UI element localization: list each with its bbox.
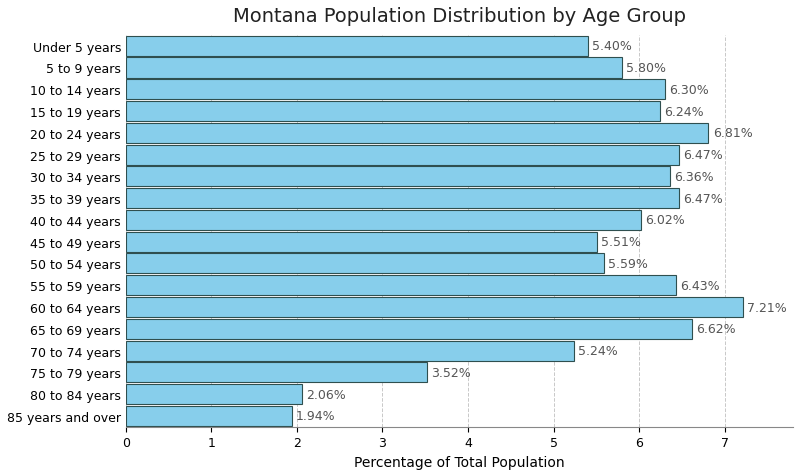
- Bar: [126, 298, 742, 317]
- Bar: [126, 319, 692, 339]
- Bar: [126, 80, 665, 100]
- Text: 7.21%: 7.21%: [747, 301, 786, 314]
- Bar: [126, 167, 670, 187]
- Bar: [126, 59, 622, 79]
- Text: 6.24%: 6.24%: [664, 105, 703, 119]
- Text: 5.24%: 5.24%: [578, 344, 618, 357]
- Text: 5.59%: 5.59%: [608, 258, 648, 270]
- Bar: [126, 37, 588, 57]
- Text: 5.40%: 5.40%: [592, 40, 632, 53]
- Bar: [126, 406, 292, 426]
- Text: 6.81%: 6.81%: [713, 127, 752, 140]
- Bar: [126, 363, 427, 383]
- Bar: [126, 188, 679, 208]
- Text: 3.52%: 3.52%: [431, 366, 471, 379]
- Bar: [126, 102, 660, 122]
- Text: 1.94%: 1.94%: [296, 409, 336, 423]
- Bar: [126, 254, 604, 274]
- Text: 5.51%: 5.51%: [602, 236, 642, 248]
- Bar: [126, 341, 574, 361]
- Bar: [126, 384, 302, 404]
- Bar: [126, 145, 679, 165]
- Bar: [126, 124, 708, 144]
- X-axis label: Percentage of Total Population: Percentage of Total Population: [354, 455, 565, 469]
- Bar: [126, 276, 676, 296]
- Text: 6.43%: 6.43%: [680, 279, 720, 292]
- Text: 6.47%: 6.47%: [683, 149, 723, 162]
- Text: 6.36%: 6.36%: [674, 170, 714, 183]
- Text: 6.47%: 6.47%: [683, 192, 723, 205]
- Text: 5.80%: 5.80%: [626, 62, 666, 75]
- Bar: [126, 232, 597, 252]
- Text: 6.30%: 6.30%: [669, 84, 709, 97]
- Text: 6.02%: 6.02%: [645, 214, 685, 227]
- Text: 6.62%: 6.62%: [696, 323, 736, 336]
- Bar: [126, 210, 641, 230]
- Title: Montana Population Distribution by Age Group: Montana Population Distribution by Age G…: [233, 7, 686, 26]
- Text: 2.06%: 2.06%: [306, 388, 346, 401]
